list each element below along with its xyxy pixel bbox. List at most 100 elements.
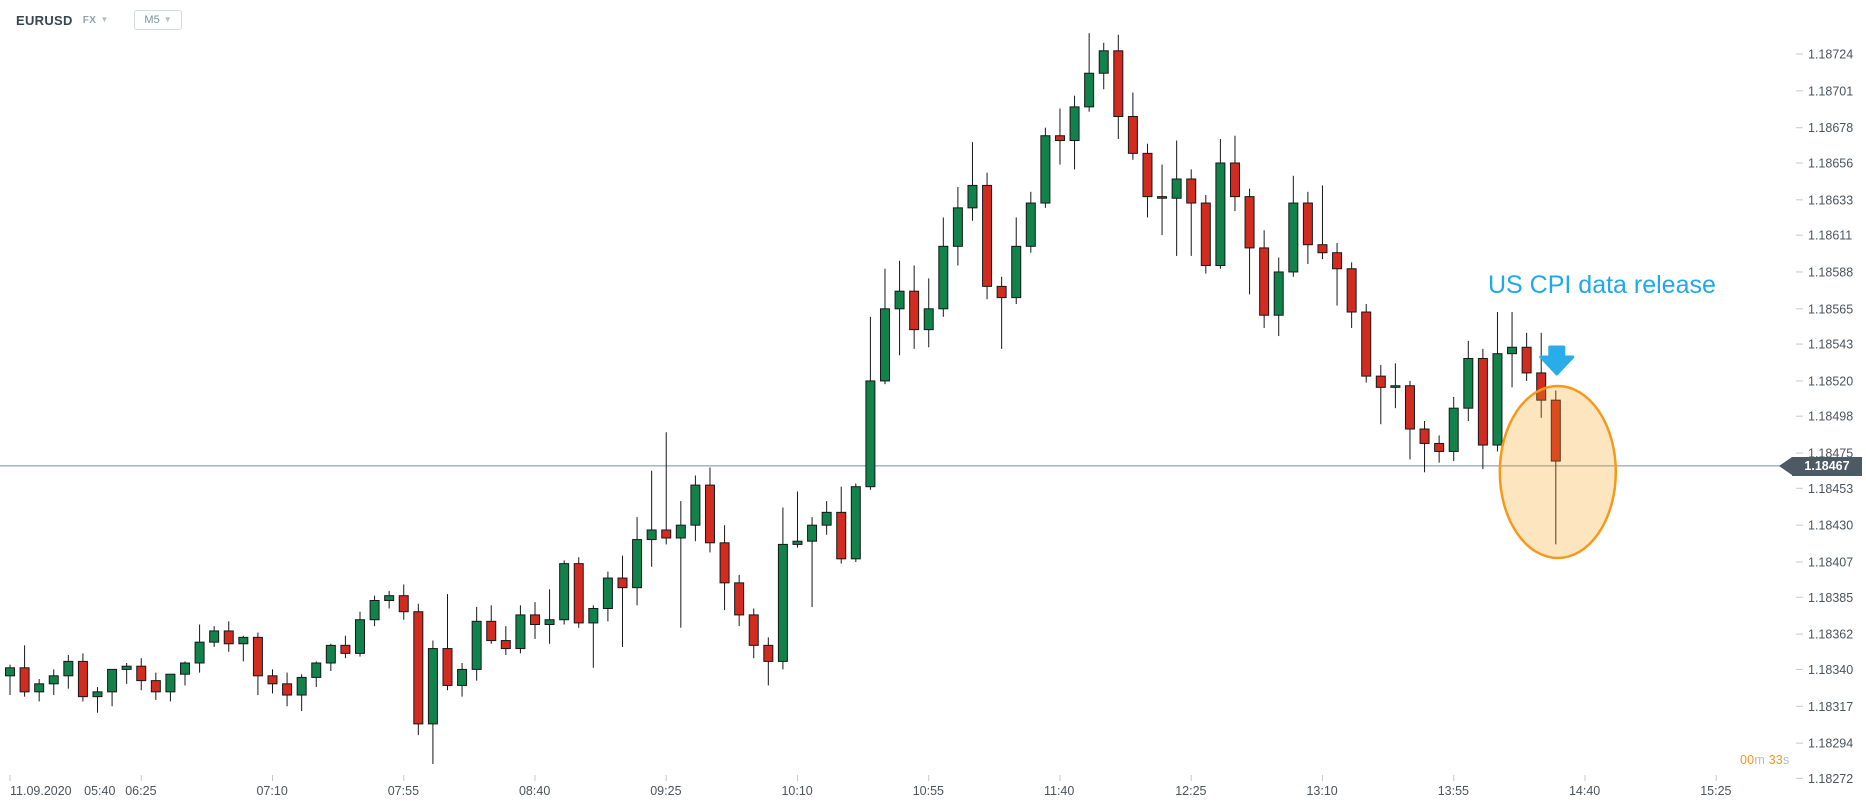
candles-series [5, 33, 1561, 764]
candle [617, 555, 628, 647]
candle [1302, 191, 1313, 264]
candle [1273, 257, 1284, 337]
time-axis[interactable]: 11.09.2020 05:40 06:25 07:10 07:55 08:40 09:2… [9, 775, 1732, 798]
candle-body [340, 644, 351, 654]
candle [500, 626, 511, 655]
candle-body [1507, 346, 1518, 355]
candle-body [646, 529, 657, 541]
candle-body [1025, 202, 1036, 247]
candle-body [1550, 399, 1561, 462]
candle-body [5, 667, 15, 677]
candle-body [1157, 196, 1168, 199]
candle-body [879, 308, 890, 382]
candle [457, 662, 468, 697]
cpi-annotation-text[interactable]: US CPI data release [1488, 271, 1716, 299]
candle-body [1390, 385, 1401, 388]
candle [1229, 135, 1240, 212]
candle [836, 486, 847, 564]
candle-body [617, 577, 628, 589]
candle-body [384, 595, 395, 601]
candle-body [369, 599, 380, 621]
candle-body [821, 511, 832, 526]
candle-body [588, 608, 599, 624]
candle-body [107, 668, 118, 693]
price-axis-label: 1.18565 [1808, 302, 1853, 316]
countdown-minutes: 00 [1740, 753, 1755, 767]
candle [1098, 42, 1109, 90]
candle [879, 268, 890, 385]
candle [821, 501, 832, 535]
candle-body [252, 636, 263, 677]
candle [529, 602, 540, 639]
candle [1113, 34, 1124, 139]
market-selector[interactable]: FX ▼ [83, 15, 109, 26]
candle [982, 172, 993, 300]
candle [938, 217, 949, 317]
candle [223, 621, 234, 652]
candle-body [282, 683, 293, 696]
candle [107, 668, 118, 707]
candle [1259, 230, 1270, 329]
candle-body [865, 380, 876, 488]
candle-body [748, 614, 759, 646]
price-axis-label: 1.18362 [1808, 628, 1853, 642]
price-axis-label: 1.18453 [1808, 482, 1853, 496]
candle [1492, 312, 1503, 452]
candle [661, 432, 672, 545]
candle-body [792, 540, 803, 545]
candle [1463, 340, 1474, 421]
time-axis-label: 13:10 [1306, 784, 1337, 798]
candle-body [952, 207, 963, 247]
price-axis-label: 1.18385 [1808, 591, 1853, 605]
candle-body [150, 680, 161, 693]
candle [48, 669, 59, 696]
candle-body [325, 644, 336, 664]
candle-body [1040, 135, 1051, 204]
candle [967, 142, 978, 221]
candle [602, 571, 613, 622]
candle-body [1054, 135, 1065, 142]
price-axis-label: 1.18430 [1808, 519, 1853, 533]
highlight-ellipse[interactable] [1498, 384, 1618, 560]
price-axis-label: 1.18588 [1808, 265, 1853, 279]
candle [588, 605, 599, 668]
price-axis[interactable]: 1.18724 1.18701 1.18678 1.18656 1.18633 1.186… [1796, 48, 1853, 786]
candle-body [894, 290, 905, 310]
candle [1084, 33, 1095, 112]
countdown-seconds-unit: s [1782, 753, 1790, 767]
candle-body [1536, 372, 1547, 401]
candle [1215, 138, 1226, 269]
candle-body [1244, 196, 1255, 249]
candle [252, 632, 263, 696]
market-label: FX [82, 14, 97, 26]
candle [5, 664, 15, 696]
candle [1477, 348, 1488, 470]
candle [238, 635, 249, 662]
price-axis-label: 1.18611 [1808, 229, 1852, 243]
candle-body [1434, 442, 1445, 452]
candle [1317, 185, 1328, 260]
price-axis-label: 1.18724 [1808, 48, 1853, 62]
candle [77, 653, 88, 702]
candle-body [457, 668, 468, 686]
candle-body [734, 582, 745, 616]
candle-body [690, 484, 701, 526]
candle [1375, 364, 1386, 425]
countdown-minutes-unit: m [1754, 753, 1765, 767]
candle [1127, 92, 1138, 160]
candle-body [354, 619, 365, 654]
candle [121, 662, 132, 684]
candle-body [923, 308, 934, 331]
candle-body [632, 539, 643, 589]
time-axis-label: 07:55 [388, 784, 419, 798]
candle-body [486, 620, 497, 642]
down-arrow-icon[interactable] [1539, 345, 1575, 376]
candle-body [1069, 106, 1080, 142]
candle-body [1113, 50, 1124, 118]
candle [748, 608, 759, 659]
timeframe-dropdown[interactable]: M5 ▼ [134, 10, 182, 30]
candle-body [515, 614, 526, 650]
price-axis-label: 1.18407 [1808, 556, 1853, 570]
